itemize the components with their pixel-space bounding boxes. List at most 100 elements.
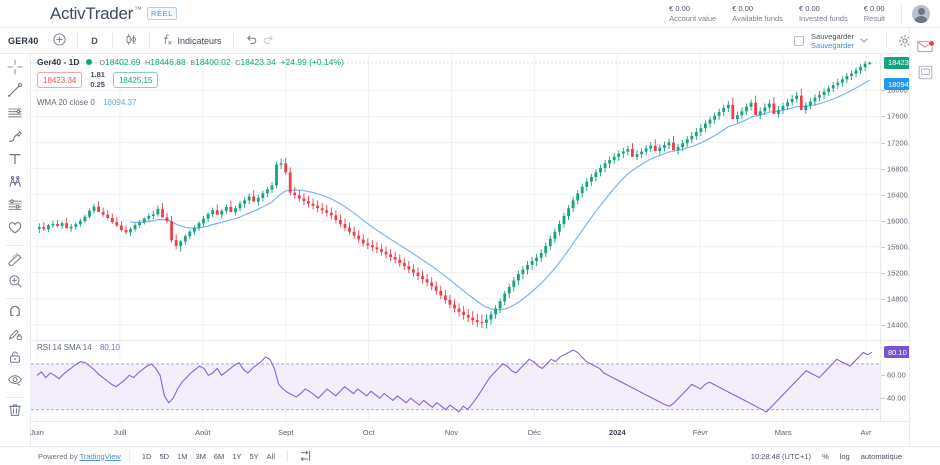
bid-key: B — [190, 60, 196, 67]
brand-logo-group[interactable]: ActivTrader ™ RÉEL — [50, 4, 177, 24]
indicators-label: Indicateurs — [177, 35, 222, 46]
time-axis[interactable]: Juin Juill Août Sept Oct Nov Déc 2024 Févr Mars Av… — [30, 421, 940, 446]
divider — [6, 298, 24, 299]
price-axis-tick-label: 14400.00 — [887, 320, 919, 330]
plus-circle-icon — [52, 33, 66, 48]
axis-tick-mark — [881, 194, 885, 196]
indicators-button[interactable]: Indicateurs — [159, 31, 224, 51]
save-title: Sauvegarder — [811, 31, 854, 41]
zoom-in-icon — [7, 273, 23, 294]
lock-icon — [7, 349, 23, 370]
available-funds-label: Available funds — [732, 13, 783, 23]
auto-scale-button[interactable]: automatique — [860, 451, 902, 461]
percent-scale-button[interactable]: % — [822, 451, 829, 461]
interval-button[interactable]: D — [91, 35, 98, 46]
add-symbol-button[interactable] — [51, 31, 68, 51]
chevron-down-icon[interactable] — [860, 36, 868, 45]
rsi-axis-tick-label: 40.00 — [887, 393, 906, 403]
divider — [901, 3, 902, 24]
range-button-1m[interactable]: 1M — [177, 451, 188, 461]
autosave-checkbox[interactable] — [794, 35, 805, 46]
spread-bottom-value: 0.25 — [90, 80, 105, 89]
pencil-lock-icon — [7, 326, 23, 347]
forecast-tool[interactable] — [2, 196, 28, 219]
divider — [6, 397, 24, 398]
rsi-legend[interactable]: RSI 14 SMA 14 80.10 — [37, 343, 120, 352]
replay-button[interactable] — [296, 447, 314, 465]
bottom-right-group: 10:28:48 (UTC+1) % log automatique — [751, 452, 902, 461]
account-metric: € 0.00 Available funds — [732, 4, 783, 24]
panels-button[interactable] — [912, 62, 938, 88]
horizontal-lines-tool[interactable] — [2, 104, 28, 127]
zoom-tool[interactable] — [2, 272, 28, 295]
chart-area[interactable]: Ger40 - 1D O18402.69 H18446.88 B18400.02… — [30, 54, 940, 446]
redo-button[interactable] — [260, 31, 277, 51]
window-icon — [918, 65, 933, 85]
brand-bar: ActivTrader ™ RÉEL € 0.00 Account value … — [0, 0, 940, 28]
close-key: C — [235, 60, 241, 67]
rsi-plot[interactable] — [31, 341, 880, 421]
wma-legend[interactable]: WMA 20 close 0 18094.37 — [37, 98, 136, 107]
undo-icon — [245, 34, 258, 48]
price-axis-tick-label: 14800.00 — [887, 294, 919, 304]
price-axis-tick-label: 16000.00 — [887, 216, 919, 226]
time-axis-tick-label: Juill — [113, 428, 127, 437]
undo-button[interactable] — [243, 31, 260, 51]
high-key: H — [145, 60, 151, 67]
heart-icon — [7, 220, 23, 241]
log-scale-button[interactable]: log — [839, 451, 850, 461]
rsi-pane[interactable]: RSI 14 SMA 14 80.10 — [31, 341, 940, 421]
axis-tick-mark — [881, 220, 885, 222]
result-amount: € 0.00 — [863, 3, 885, 13]
axis-tick-mark — [881, 116, 885, 118]
patterns-tool[interactable] — [2, 173, 28, 196]
range-button-5y[interactable]: 5Y — [249, 451, 259, 461]
price-pane[interactable]: Ger40 - 1D O18402.69 H18446.88 B18400.02… — [31, 54, 940, 341]
brush-tool[interactable] — [2, 127, 28, 150]
price-axis-tick-label: 15200.00 — [887, 268, 919, 278]
quote-panel: 18423.34 1.81 0.25 18425.15 — [37, 70, 159, 90]
page-title: GER40 — [8, 35, 39, 46]
fx-icon — [161, 33, 174, 48]
text-tool[interactable] — [2, 150, 28, 173]
messages-button[interactable] — [912, 36, 938, 62]
range-button-5d[interactable]: 5D — [159, 451, 170, 461]
divider — [76, 33, 78, 48]
range-button-6m[interactable]: 6M — [213, 451, 225, 461]
notification-badge — [928, 40, 935, 47]
tradingview-link[interactable]: TradingView — [79, 451, 121, 461]
brand-name: ActivTrader — [50, 3, 133, 23]
chart-type-button[interactable] — [122, 31, 140, 51]
open-value: 18402.69 — [104, 57, 141, 67]
account-metric: € 0.00 Account value — [669, 4, 716, 24]
crosshair-tool[interactable] — [2, 58, 28, 81]
range-button-all[interactable]: All — [266, 451, 276, 461]
replay-icon — [299, 450, 312, 462]
measure-tool[interactable] — [2, 249, 28, 272]
bottom-bar: Powered by TradingView 1D 5D 1M 3M 6M 1Y 5Y All… — [0, 446, 940, 465]
candlestick-plot[interactable] — [31, 54, 880, 341]
invested-funds-amount: € 0.00 — [798, 3, 820, 13]
favorites-tool[interactable] — [2, 219, 28, 242]
magnet-tool[interactable] — [2, 302, 28, 325]
save-subtitle: Sauvegarder — [811, 40, 854, 50]
remove-drawings-tool[interactable] — [2, 401, 28, 424]
buy-price-button[interactable]: 18425.15 — [112, 72, 159, 88]
price-axis-tick-label: 16800.00 — [887, 164, 919, 174]
save-layout-group[interactable]: Sauvegarder Sauvegarder — [811, 32, 854, 50]
trend-line-icon — [7, 82, 23, 103]
trend-line-tool[interactable] — [2, 81, 28, 104]
avatar[interactable] — [912, 4, 930, 23]
range-button-1y[interactable]: 1Y — [232, 451, 242, 461]
price-axis-tick-label: 17600.00 — [887, 111, 919, 121]
divider — [232, 33, 234, 48]
lock-drawings-tool[interactable] — [2, 348, 28, 371]
hide-drawings-tool[interactable] — [2, 371, 28, 394]
crosshair-icon — [7, 59, 23, 80]
sell-price-button[interactable]: 18423.34 — [37, 72, 83, 88]
axis-tick-mark — [881, 90, 885, 92]
drawing-mode-tool[interactable] — [2, 325, 28, 348]
time-axis-tick-label: Févr — [692, 428, 708, 437]
range-button-1d[interactable]: 1D — [141, 451, 152, 461]
range-button-3m[interactable]: 3M — [195, 451, 206, 461]
